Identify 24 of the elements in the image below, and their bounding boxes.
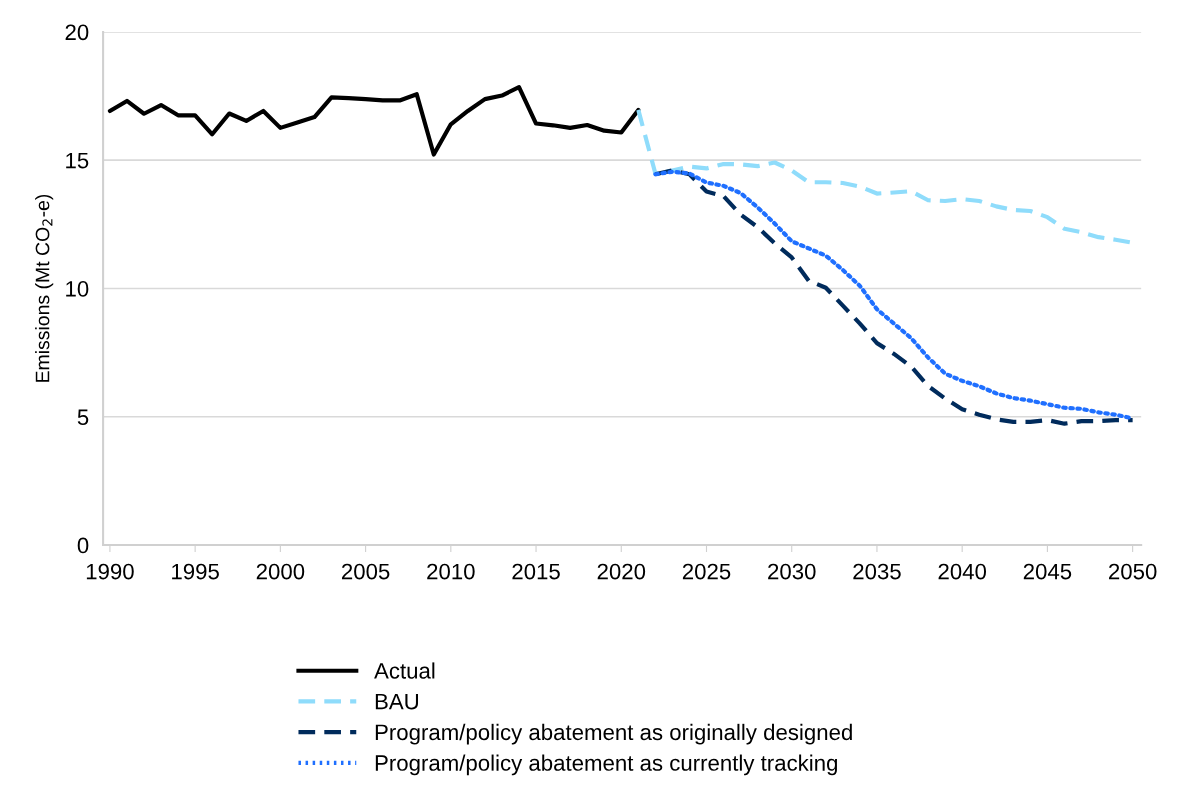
y-tick-label: 20 [65,24,89,41]
x-tick-label: 2005 [342,563,390,580]
y-tick-label: 0 [77,537,89,554]
legend-label: BAU [375,693,419,710]
x-tick-label: 2020 [597,563,646,580]
line-series [107,84,641,157]
legend-label: Actual [374,662,435,679]
x-tick-label: 1990 [86,563,134,580]
x-tick-label: 2030 [768,563,816,580]
x-tick-label: 2035 [853,563,901,580]
legend-label: Program/policy abatement as currently tracking [375,754,837,776]
x-tick-label: 2015 [512,563,560,580]
y-tick-label: 15 [66,152,89,169]
y-axis-title: Emissions (Mt CO$_{2}$-e) [35,194,54,382]
x-tick-label: 2010 [427,563,475,580]
x-tick-label: 2025 [682,563,731,580]
x-tick-label: 2045 [1023,563,1072,580]
x-tick-label: 2050 [1109,563,1157,580]
x-tick-label: 1995 [172,563,219,580]
x-tick-label: 2040 [938,563,987,580]
legend-label: Program/policy abatement as originally designed [375,723,852,745]
x-tick-label: 2000 [256,563,305,580]
y-tick-label: 5 [77,409,89,426]
y-tick-label: 10 [66,281,89,297]
